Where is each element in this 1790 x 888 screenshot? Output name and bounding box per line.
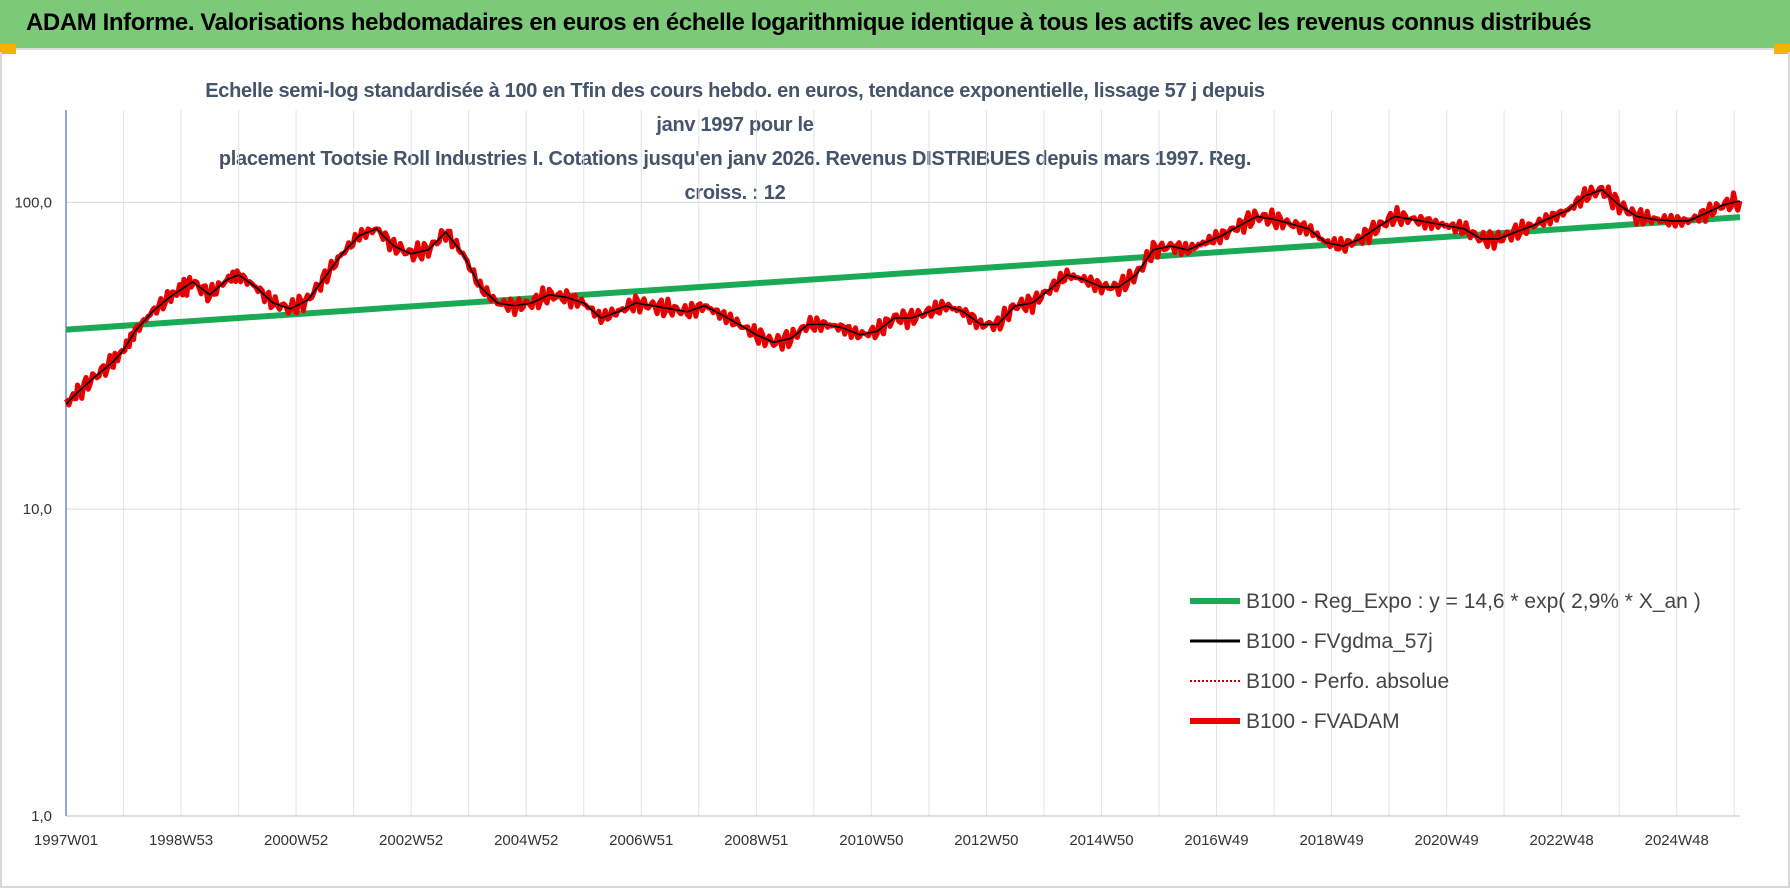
x-tick-label: 2020W49: [1415, 832, 1479, 849]
x-tick-label: 2022W48: [1530, 832, 1594, 849]
x-tick-label: 2006W51: [609, 832, 673, 849]
x-tick-label: 2014W50: [1069, 832, 1133, 849]
x-tick-label: 2018W49: [1299, 832, 1363, 849]
y-tick-label: 100,0: [14, 194, 52, 211]
x-tick-label: 2000W52: [264, 832, 328, 849]
chart-title: Echelle semi-log standardisée à 100 en T…: [200, 74, 1270, 210]
chart-grid: [66, 110, 1740, 817]
y-tick-label: 10,0: [23, 501, 52, 518]
chart-series: [64, 184, 1743, 408]
series-perfo-absolue-line: [65, 185, 1741, 407]
chart-title-line-1: Echelle semi-log standardisée à 100 en T…: [205, 80, 1265, 136]
legend-label: B100 - Reg_Expo : y = 14,6 * exp( 2,9% *…: [1246, 590, 1701, 613]
legend-label: B100 - Perfo. absolue: [1246, 670, 1449, 693]
x-tick-label: 2012W50: [954, 832, 1018, 849]
chart-axes: [65, 110, 1740, 817]
chart-ticks: 1,0 10,0 100,0 1997W01 1998W53 2000W52 2002W52…: [14, 194, 1708, 849]
series-fvgdma-57j-line: [65, 188, 1741, 405]
legend-label: B100 - FVgdma_57j: [1246, 630, 1433, 653]
x-tick-label: 2024W48: [1645, 832, 1709, 849]
x-tick-label: 2010W50: [839, 832, 903, 849]
y-tick-label: 1,0: [31, 808, 52, 825]
chart-title-line-2: placement Tootsie Roll Industries I. Cot…: [218, 148, 1252, 204]
x-tick-label: 1997W01: [34, 832, 98, 849]
corner-marker-right: [1774, 44, 1790, 54]
chart-frame: [0, 52, 1790, 888]
legend-label: B100 - FVADAM: [1246, 710, 1400, 733]
x-tick-label: 2008W51: [724, 832, 788, 849]
x-tick-label: 1998W53: [149, 832, 213, 849]
chart-legend: B100 - Reg_Expo : y = 14,6 * exp( 2,9% *…: [1190, 590, 1701, 733]
series-fvadam-line: [64, 184, 1743, 408]
header-bar: ADAM Informe. Valorisations hebdomadaire…: [0, 0, 1790, 50]
x-tick-label: 2004W52: [494, 832, 558, 849]
x-tick-label: 2002W52: [379, 832, 443, 849]
corner-marker-left: [0, 44, 16, 54]
x-tick-label: 2016W49: [1184, 832, 1248, 849]
page-title: ADAM Informe. Valorisations hebdomadaire…: [26, 9, 1592, 36]
